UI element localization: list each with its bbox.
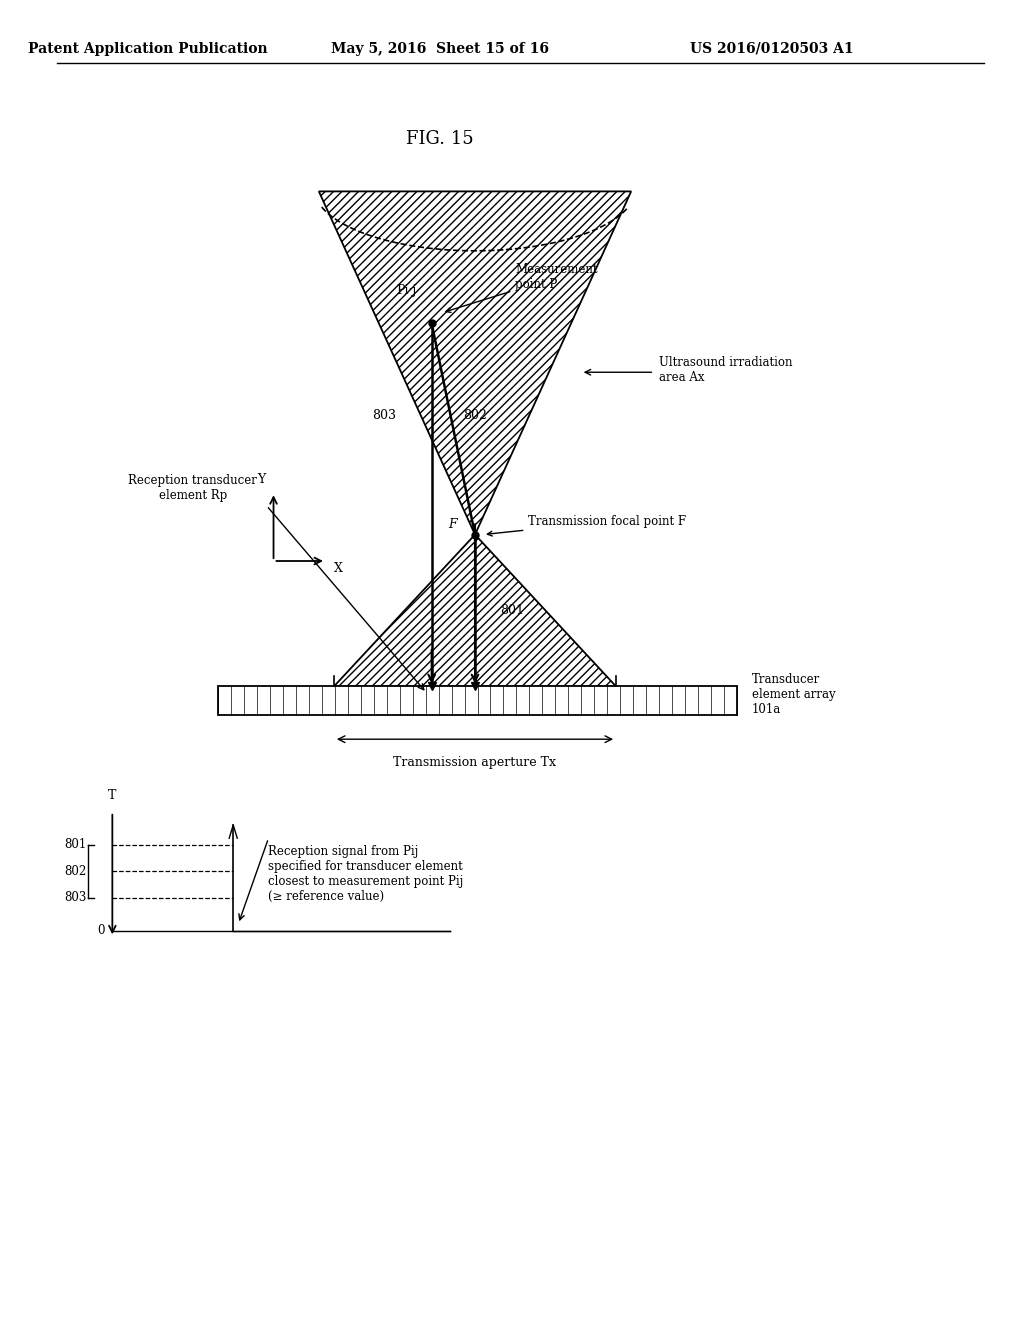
Text: Pi·j: Pi·j [396,284,417,297]
Text: Measurement
point P: Measurement point P [445,263,598,313]
Text: 801: 801 [63,838,86,851]
Text: Transmission aperture Tx: Transmission aperture Tx [393,756,556,770]
Text: 802: 802 [63,865,86,878]
Text: Y: Y [257,473,265,486]
Text: 801: 801 [500,605,524,616]
Text: 803: 803 [373,409,396,422]
Text: F: F [449,517,457,531]
Text: FIG. 15: FIG. 15 [406,129,473,148]
Text: US 2016/0120503 A1: US 2016/0120503 A1 [690,42,854,55]
Text: Patent Application Publication: Patent Application Publication [28,42,267,55]
Text: 803: 803 [63,891,86,904]
Text: X: X [334,562,342,576]
Text: Transmission focal point F: Transmission focal point F [487,515,686,536]
Text: Reception transducer
element Rp: Reception transducer element Rp [128,474,257,503]
Bar [218,686,737,715]
Text: 802: 802 [464,409,487,422]
Polygon shape [318,191,631,535]
Text: May 5, 2016  Sheet 15 of 16: May 5, 2016 Sheet 15 of 16 [331,42,549,55]
Text: T: T [109,789,117,803]
Text: Reception signal from Pij
specified for transducer element
closest to measuremen: Reception signal from Pij specified for … [268,845,464,903]
Text: Ultrasound irradiation
area Ax: Ultrasound irradiation area Ax [659,355,793,384]
Text: Transducer
element array
101a: Transducer element array 101a [752,673,836,715]
Polygon shape [334,535,616,686]
Text: 0: 0 [97,924,104,937]
